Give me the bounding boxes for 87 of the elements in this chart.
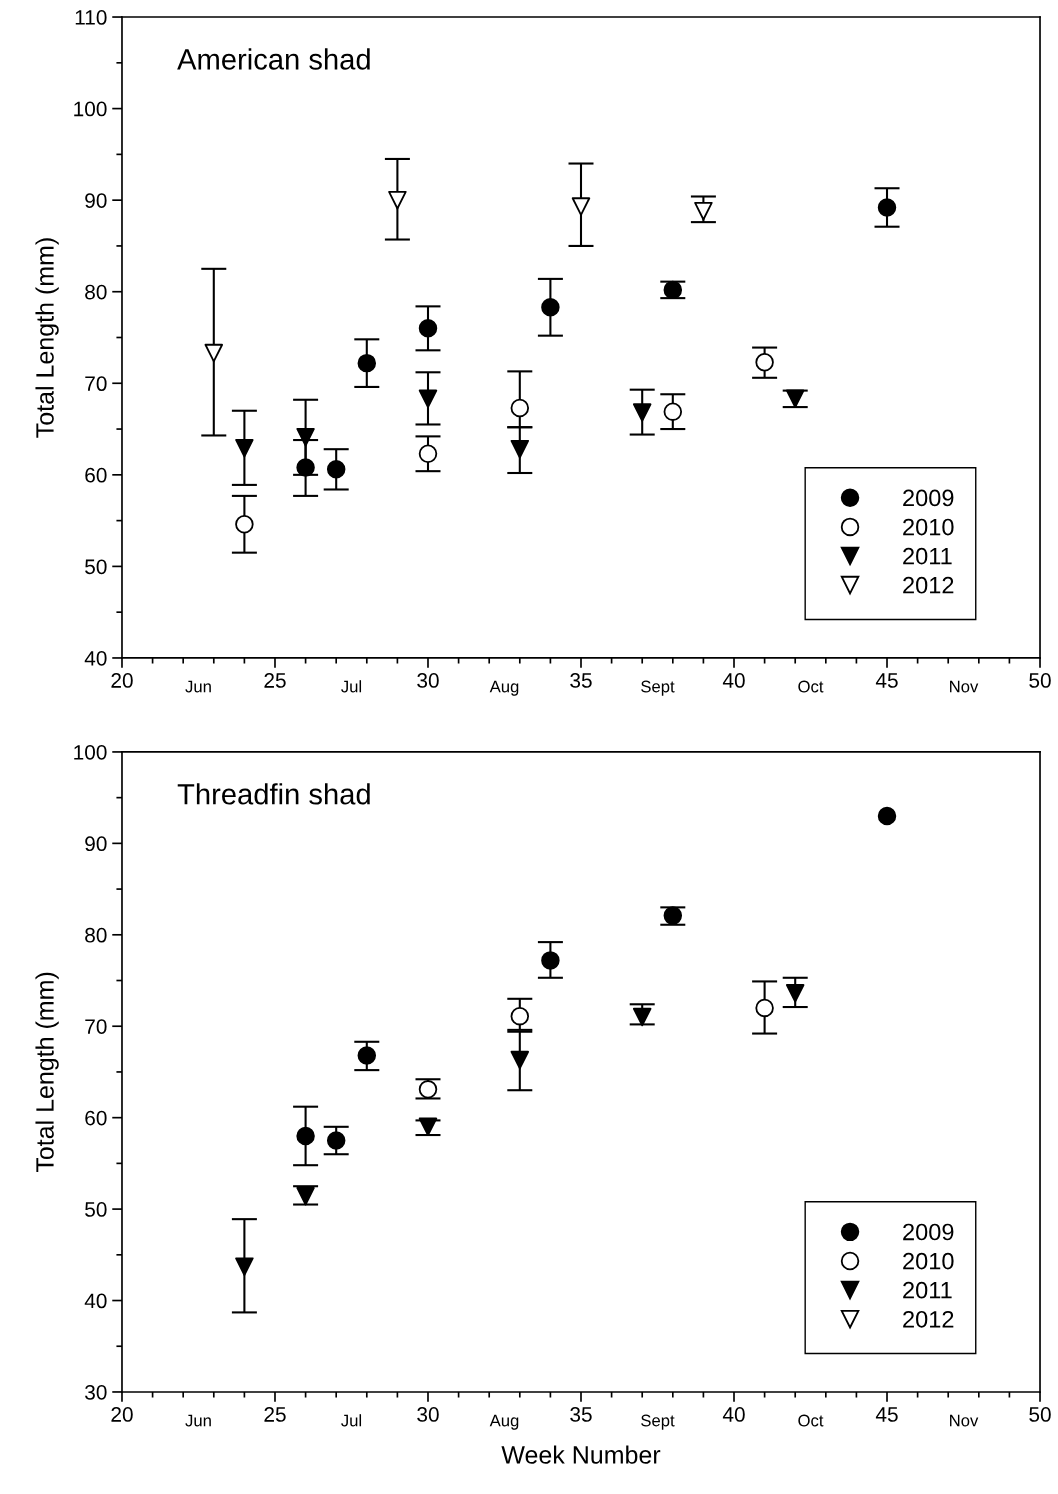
point [235,439,254,458]
text: Sept [641,1414,675,1430]
x-tick-label: 30 [417,1407,439,1422]
point [296,1187,315,1206]
point [510,1050,530,1070]
legend-label: 2012 [903,1310,954,1328]
point [541,298,560,317]
point [418,444,438,464]
point [296,458,315,477]
text: American shad [177,48,370,70]
x-tick-label: 45 [875,1407,898,1422]
point [418,389,438,409]
point [541,951,560,970]
text: Jul [341,1414,362,1427]
point [388,190,407,210]
point [326,1131,346,1150]
legend-label: 2009 [903,1223,954,1241]
y-tick-label: 70 [85,376,107,392]
point [296,1126,315,1146]
x-tick-label: 35 [570,673,592,688]
text: Jul [341,680,362,693]
legend-label: 2009 [903,489,954,507]
point [785,984,805,1003]
text: Jun [185,680,211,693]
y-tick-label: 110 [75,10,107,25]
y-tick-label: 80 [85,927,107,943]
legend-label: 2010 [903,518,954,536]
x-tick-label: 20 [111,1407,133,1422]
x-tick-label: 25 [264,1407,286,1422]
text: Nov [950,680,979,693]
point [571,197,591,216]
legend-label: 2011 [903,1281,952,1299]
y-tick-label: 70 [85,1019,107,1034]
y-tick-label: 30 [85,1384,107,1400]
point [877,198,897,217]
text: Jun [185,1414,211,1427]
point [510,439,530,459]
x-tick-label: 50 [1029,1407,1051,1422]
text: Oct [798,680,824,693]
x-tick-label: 35 [570,1407,592,1422]
text: Sept [641,680,675,696]
y-tick-label: 100 [74,101,107,117]
y-tick-label: 40 [84,650,107,666]
point [755,352,774,372]
point [663,402,683,421]
y-tick-label: 80 [85,284,107,300]
point [510,398,530,418]
x-tick-label: 20 [111,673,133,688]
text: Threadfin shad [177,783,370,805]
y-tick-label: 100 [74,744,107,760]
point [632,403,652,422]
x-tick-label: 50 [1029,673,1051,688]
point [694,201,713,221]
x-tick-label: 45 [875,673,898,688]
y-tick-label: 50 [85,1202,107,1217]
point [418,1117,438,1137]
point [204,343,224,363]
point [755,998,774,1018]
y-tick-label: 90 [85,836,107,852]
y-tick-label: 40 [84,1293,107,1309]
x-tick-label: 40 [722,1407,745,1422]
x-axis-title: Week Number [501,1445,661,1464]
point [510,1006,530,1026]
point [877,806,897,826]
y-tick-label: 90 [85,193,107,208]
point [235,515,254,534]
y-tick-label: 60 [85,467,107,483]
x-tick-label: 30 [417,673,439,688]
y-axis-title: Total Length (mm) [35,972,59,1173]
point [235,1257,254,1276]
y-axis-title: Total Length (mm) [35,238,59,438]
text: Aug [489,680,519,696]
text: Aug [489,1414,519,1430]
text: Oct [798,1414,824,1427]
text: Nov [950,1414,979,1427]
point [296,428,315,447]
x-tick-label: 40 [722,673,745,688]
y-tick-label: 50 [85,559,107,575]
x-tick-label: 25 [264,673,286,688]
legend-label: 2011 [903,547,952,565]
y-tick-label: 60 [85,1110,107,1126]
legend-label: 2010 [903,1252,954,1270]
point [357,353,377,373]
point [357,1046,377,1065]
legend-label: 2012 [903,576,954,594]
point [418,319,438,338]
point [326,460,346,479]
